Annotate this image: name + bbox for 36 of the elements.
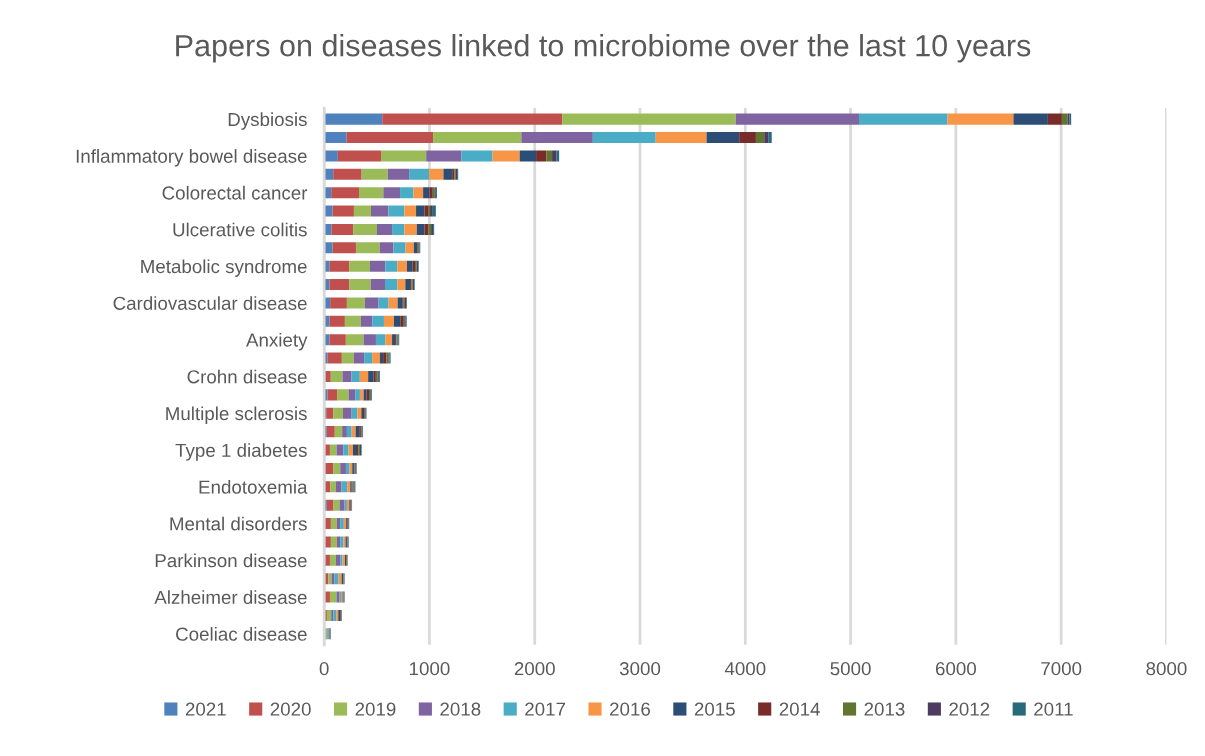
x-tick-label: 6000 — [935, 662, 976, 676]
y-tick-label: Crohn disease — [187, 369, 307, 384]
y-tick-label: Metabolic syndrome — [141, 259, 307, 277]
x-tick-label: 3000 — [619, 662, 661, 676]
legend-label: 2014 — [779, 702, 820, 716]
y-tick-label: Ulcerative colitis — [173, 222, 307, 237]
x-tick-label: 1000 — [410, 662, 450, 676]
x-tick-label: 7000 — [1041, 662, 1082, 676]
legend-label: 2015 — [694, 702, 735, 716]
x-tick-label: 4000 — [724, 662, 766, 676]
y-tick-label: Mental disorders — [170, 516, 307, 531]
y-tick-label: Coeliac disease — [176, 627, 307, 641]
y-tick-label: Colorectal cancer — [162, 185, 308, 200]
y-tick-label: Type 1 diabetes — [175, 443, 307, 461]
legend-label: 2011 — [1034, 702, 1073, 716]
chart-title: Papers on diseases linked to microbiome over the last 10 years — [176, 34, 1031, 63]
y-tick-label: Multiple sclerosis — [166, 406, 307, 424]
y-tick-label: Inflammatory bowel disease — [76, 149, 307, 167]
legend-label: 2020 — [270, 702, 311, 716]
y-tick-label: Anxiety — [246, 332, 308, 351]
legend-label: 2016 — [610, 702, 650, 716]
x-tick-label: 5000 — [830, 662, 871, 676]
legend-label: 2012 — [949, 702, 990, 716]
x-tick-label: 0 — [319, 662, 329, 676]
y-tick-label: Cardiovascular disease — [113, 296, 307, 310]
x-tick-label: 2000 — [514, 662, 555, 676]
legend-label: 2013 — [864, 702, 905, 716]
x-tick-label: 8000 — [1146, 662, 1187, 676]
y-tick-label: Dysbiosis — [228, 112, 307, 130]
y-tick-label: Parkinson disease — [155, 553, 307, 568]
legend-label: 2018 — [440, 702, 481, 716]
legend-label: 2019 — [355, 702, 396, 716]
y-tick-label: Alzheimer disease — [154, 590, 307, 605]
legend-label: 2021 — [185, 702, 226, 716]
legend-label: 2017 — [525, 702, 566, 716]
y-tick-label: Endotoxemia — [199, 479, 308, 494]
